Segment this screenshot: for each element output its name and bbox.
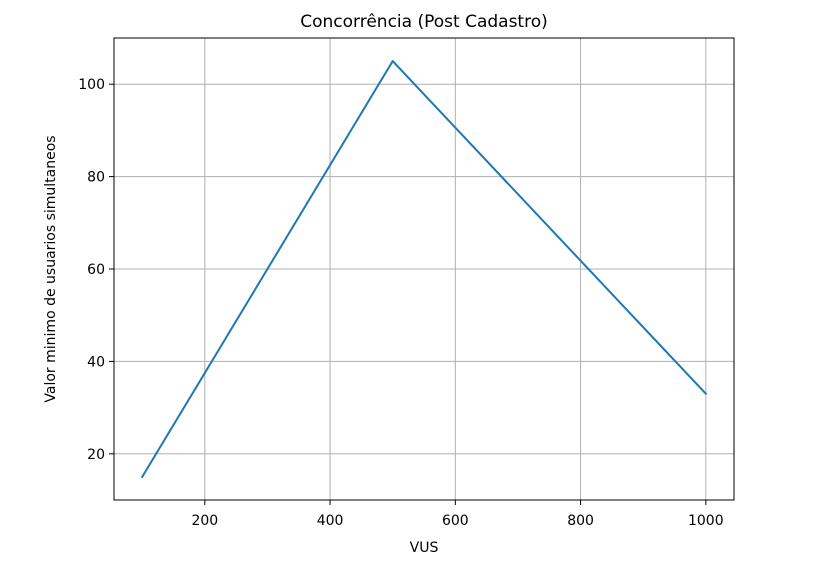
- y-axis: 20 40 60 80 100: [78, 77, 114, 463]
- chart-title: Concorrência (Post Cadastro): [300, 12, 548, 32]
- y-tick-label: 40: [87, 354, 105, 370]
- y-tick-label: 100: [78, 77, 105, 93]
- x-axis-label: VUS: [410, 540, 439, 556]
- y-tick-label: 80: [87, 170, 105, 186]
- series-group: [140, 60, 708, 479]
- y-axis-label: Valor minimo de usuarios simultaneos: [43, 135, 59, 402]
- series-line: [140, 60, 708, 479]
- x-tick-label: 400: [317, 513, 344, 529]
- y-tick-label: 60: [87, 262, 105, 278]
- y-tick-label: 20: [87, 447, 105, 463]
- x-axis: 200 400 600 800 1000: [191, 500, 724, 529]
- x-tick-label: 800: [567, 513, 594, 529]
- x-tick-label: 1000: [688, 513, 724, 529]
- grid-lines: [114, 38, 734, 500]
- x-tick-label: 600: [442, 513, 469, 529]
- x-tick-label: 200: [191, 513, 218, 529]
